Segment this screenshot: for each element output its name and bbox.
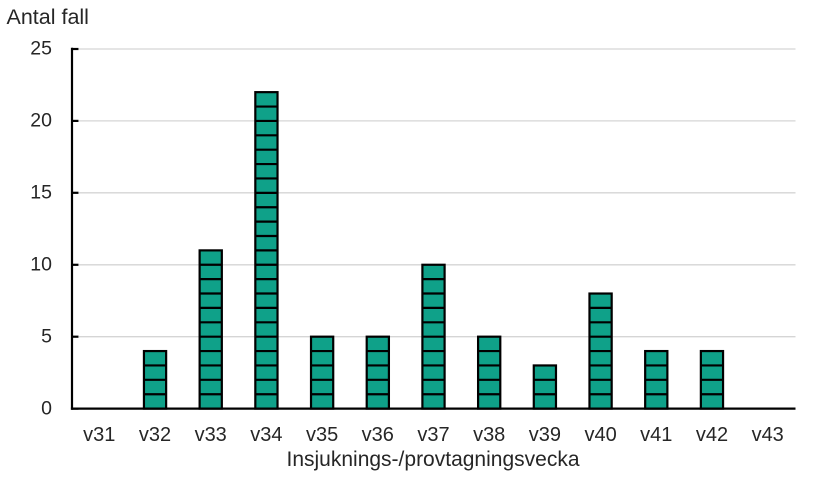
svg-text:v34: v34	[250, 424, 282, 446]
svg-text:Insjuknings-/provtagningsvecka: Insjuknings-/provtagningsvecka	[287, 448, 580, 471]
svg-text:v40: v40	[584, 424, 616, 446]
svg-text:v41: v41	[640, 424, 672, 446]
svg-text:25: 25	[30, 38, 52, 60]
svg-text:v35: v35	[306, 424, 338, 446]
svg-text:20: 20	[30, 110, 52, 132]
svg-text:v32: v32	[139, 424, 171, 446]
svg-text:v38: v38	[473, 424, 505, 446]
svg-text:v39: v39	[529, 424, 561, 446]
svg-text:10: 10	[30, 254, 52, 276]
svg-text:v36: v36	[362, 424, 394, 446]
svg-text:15: 15	[30, 182, 52, 204]
svg-text:v31: v31	[83, 424, 115, 446]
svg-text:v43: v43	[752, 424, 784, 446]
svg-text:0: 0	[41, 397, 52, 419]
svg-text:Antal fall: Antal fall	[7, 5, 89, 29]
svg-text:v42: v42	[696, 424, 728, 446]
svg-text:v37: v37	[417, 424, 449, 446]
svg-text:5: 5	[41, 325, 52, 347]
svg-text:v33: v33	[195, 424, 227, 446]
